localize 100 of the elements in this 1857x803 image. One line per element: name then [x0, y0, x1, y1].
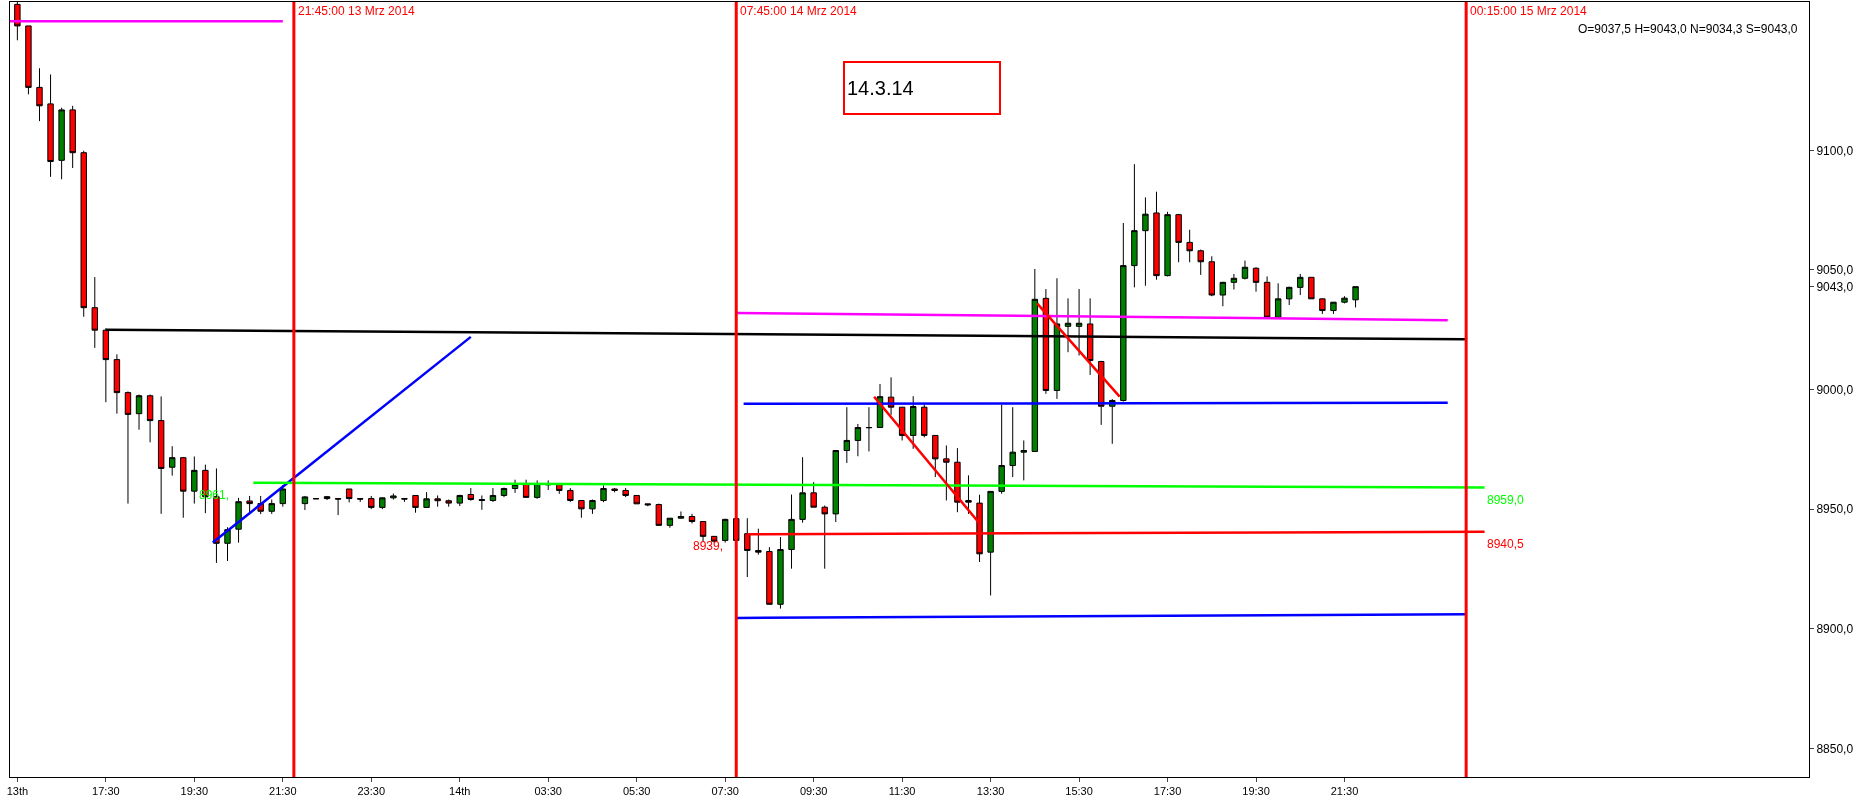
- candlestick: [379, 496, 386, 510]
- candlestick: [467, 487, 475, 502]
- candlestick: [1319, 298, 1326, 315]
- candlestick: [633, 494, 640, 505]
- candlestick: [1286, 286, 1293, 306]
- candlestick: [567, 487, 574, 503]
- candlestick: [622, 487, 629, 498]
- candlestick: [832, 450, 839, 523]
- x-tick-label: 21:30: [269, 785, 297, 798]
- candlestick: [611, 487, 618, 493]
- candlestick: [169, 445, 176, 477]
- candlestick: [1252, 266, 1260, 293]
- candlestick: [445, 499, 452, 508]
- candlestick: [1186, 229, 1193, 263]
- x-tick-label: 17:30: [92, 785, 120, 798]
- candlestick: [146, 394, 154, 443]
- x-tick-label: 11:30: [888, 785, 916, 798]
- candlestick: [268, 499, 275, 515]
- candlestick: [25, 25, 32, 95]
- candlestick: [1164, 211, 1171, 277]
- candlestick: [865, 406, 873, 452]
- candlestick: [323, 495, 331, 501]
- ref-line-label: 00:15:00 15 Mrz 2014: [1470, 4, 1588, 18]
- candlestick: [1230, 273, 1238, 291]
- candlestick: [600, 484, 607, 503]
- x-tick-label: 05:30: [622, 785, 651, 798]
- candlestick: [644, 503, 651, 507]
- candlestick: [1274, 282, 1282, 319]
- candlestick: [1297, 273, 1304, 296]
- candlestick: [788, 494, 795, 570]
- candlestick: [1308, 276, 1315, 300]
- candlestick: [135, 394, 143, 431]
- x-tick-label: 19:30: [1242, 785, 1270, 798]
- candlestick: [810, 481, 817, 508]
- candlestick: [1020, 439, 1027, 481]
- x-tick-label: 14th: [449, 785, 471, 798]
- candlestick: [721, 518, 729, 544]
- candlestick: [699, 521, 707, 542]
- candlestick: [478, 494, 486, 511]
- candlestick: [921, 404, 928, 438]
- candlestick: [965, 474, 972, 515]
- candlestick: [124, 390, 132, 505]
- candlestick: [456, 494, 463, 507]
- candlestick: [357, 498, 364, 503]
- candlestick: [1009, 406, 1016, 478]
- candlestick: [578, 499, 585, 519]
- candlestick: [987, 490, 994, 596]
- candlestick: [180, 456, 187, 519]
- candlestick: [655, 503, 663, 527]
- candlestick: [157, 395, 165, 515]
- candlestick: [854, 423, 862, 457]
- ref-line-label: 07:45:00 14 Mrz 2014: [740, 4, 858, 18]
- candlestick: [843, 406, 851, 464]
- candlestick: [500, 487, 508, 498]
- x-tick-label: 07:30: [711, 785, 739, 798]
- candlestick: [1219, 281, 1227, 307]
- candlestick: [412, 494, 419, 514]
- annotation: 8940,5: [1487, 537, 1525, 551]
- x-tick-label: 13:30: [976, 785, 1005, 798]
- candlestick: [434, 494, 441, 508]
- annotation: 14.3.14: [847, 77, 914, 99]
- y-tick-label: 8850,0: [1816, 741, 1854, 756]
- candlestick: [235, 497, 242, 544]
- candlestick: [191, 455, 198, 505]
- candlestick: [1241, 260, 1249, 280]
- candlestick: [47, 73, 54, 178]
- annotation: O=9037,5 H=9043,0 N=9034,3 S=9043,0: [1578, 22, 1798, 36]
- candlestick: [533, 479, 541, 500]
- candlestick: [1142, 196, 1149, 287]
- candlestick: [677, 510, 685, 520]
- candlestick: [777, 536, 784, 610]
- candlestick: [556, 484, 563, 495]
- candlestick: [113, 353, 121, 415]
- candlestick: [401, 498, 408, 503]
- candlestick: [932, 434, 939, 478]
- annotation: 8959,0: [1487, 493, 1525, 507]
- candlestick: [1131, 163, 1138, 288]
- candlestick: [998, 404, 1005, 495]
- candlestick: [1263, 275, 1271, 319]
- candlestick: [1153, 191, 1160, 281]
- candlestick: [1330, 301, 1337, 315]
- candlestick: [390, 493, 397, 501]
- ref-line-label: 21:45:00 13 Mrz 2014: [298, 4, 416, 18]
- x-tick-label: 03:30: [534, 785, 562, 798]
- candlestick: [1208, 255, 1215, 297]
- x-tick-label: 23:30: [357, 785, 386, 798]
- x-tick-label: 17:30: [1153, 785, 1182, 798]
- candlestick: [91, 276, 98, 349]
- candlestick: [423, 491, 430, 508]
- x-tick-label: 09:30: [799, 785, 828, 798]
- x-tick-label: 21:30: [1330, 785, 1359, 798]
- candlestick: [954, 447, 961, 513]
- y-tick-label: 9100,0: [1816, 143, 1854, 158]
- candlestick: [1352, 286, 1359, 308]
- x-tick-label: 15:30: [1065, 785, 1093, 798]
- candlestick: [688, 513, 696, 524]
- candlestick: [909, 395, 917, 450]
- annotation: 8939,: [693, 539, 724, 553]
- x-tick-label: 13th: [6, 785, 29, 798]
- y-tick-label: 9043,0: [1816, 279, 1854, 294]
